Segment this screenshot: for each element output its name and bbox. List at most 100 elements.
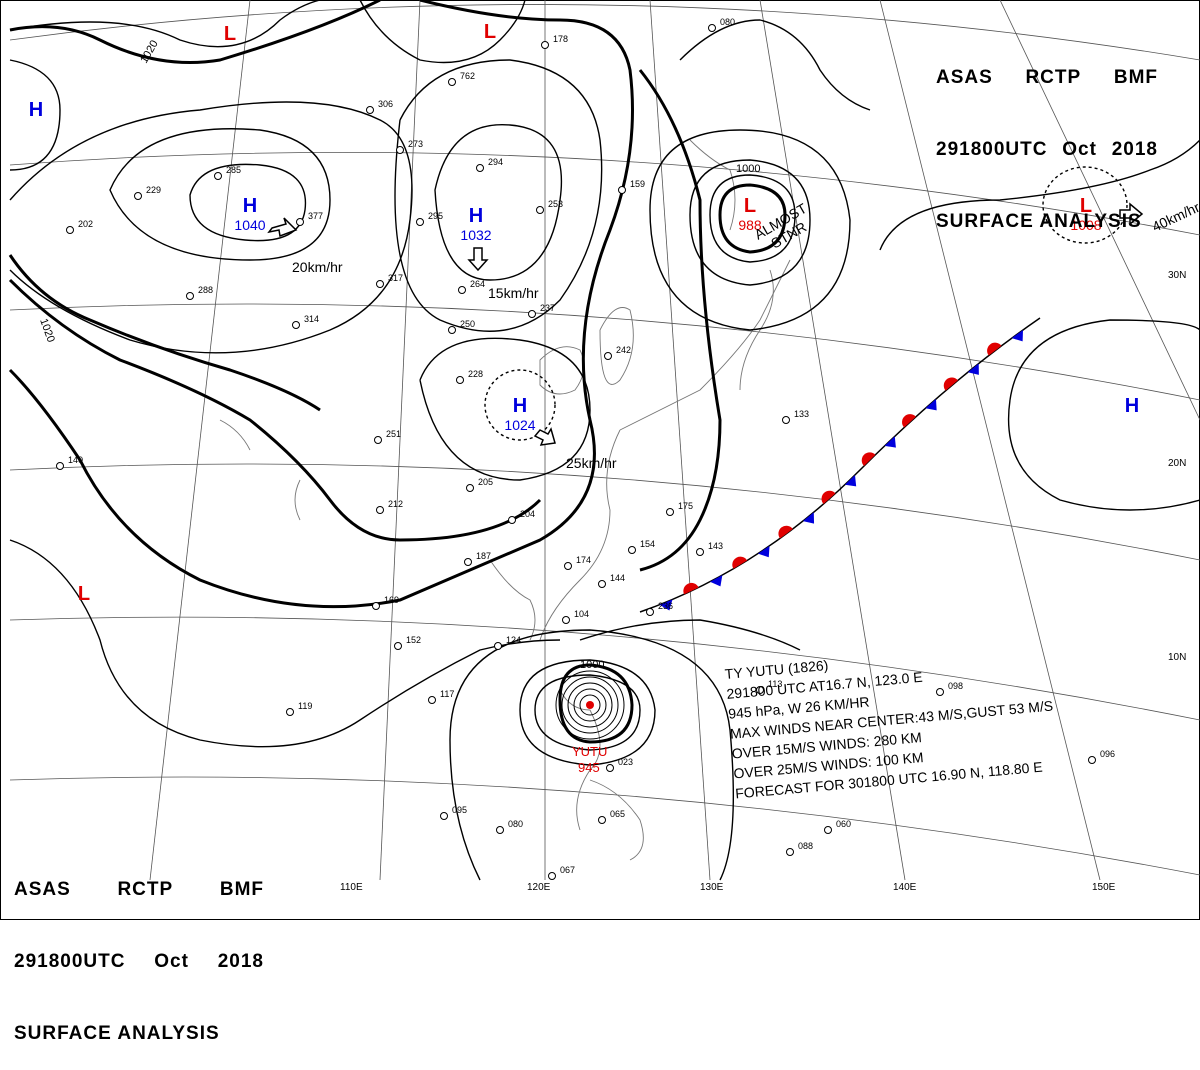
cold-front-icon	[1011, 329, 1023, 342]
cold-front-icon	[757, 545, 770, 558]
header-line-1: ASAS RCTP BMF	[936, 67, 1158, 88]
station-pressure: 104	[574, 609, 589, 619]
stationary-front	[639, 317, 1041, 613]
motion-arrow-icon	[467, 247, 489, 272]
station-icon	[440, 812, 448, 820]
station-pressure: 295	[428, 211, 443, 221]
station-pressure: 205	[478, 477, 493, 487]
pressure-value: 1032	[460, 227, 491, 243]
pressure-value: 1040	[234, 217, 265, 233]
station-icon	[666, 508, 674, 516]
station-pressure: 144	[610, 573, 625, 583]
station-pressure: 236	[658, 601, 673, 611]
warm-front-icon	[987, 342, 1002, 356]
station-pressure: 117	[440, 689, 454, 699]
station-icon	[528, 310, 536, 318]
station-icon	[416, 218, 424, 226]
cold-front-icon	[925, 398, 937, 411]
warm-front-icon	[821, 490, 836, 505]
motion-label: 25km/hr	[566, 455, 617, 471]
isobars-thin	[9, 0, 1200, 881]
pressure-value: 988	[738, 217, 762, 233]
warm-front-icon	[902, 414, 916, 428]
station-icon	[292, 321, 300, 329]
station-pressure: 096	[1100, 749, 1115, 759]
station-pressure: 143	[708, 541, 723, 551]
warm-front-icon	[861, 452, 876, 466]
station-icon	[456, 376, 464, 384]
motion-label: 20km/hr	[292, 259, 343, 275]
header-line-2: 291800UTC Oct 2018	[936, 139, 1158, 160]
dashed-centers	[484, 166, 1128, 441]
low-symbol: L	[744, 195, 756, 217]
station-icon	[466, 484, 474, 492]
station-icon	[541, 41, 549, 49]
station-icon	[756, 686, 764, 694]
station-icon	[508, 516, 516, 524]
station-plots: 178 080 306 762 273 294 253 285 377 229 202 295 159 3…	[56, 17, 1115, 880]
station-pressure: 124	[506, 635, 521, 645]
station-pressure: 065	[610, 809, 625, 819]
station-icon	[536, 206, 544, 214]
station-icon	[598, 816, 606, 824]
station-pressure: 175	[678, 501, 693, 511]
station-pressure: 229	[146, 185, 161, 195]
station-pressure: 067	[560, 865, 575, 875]
station-pressure: 119	[298, 701, 312, 711]
station-icon	[366, 106, 374, 114]
isobar-label: 1000	[580, 659, 604, 671]
station-icon	[458, 286, 466, 294]
station-pressure: 228	[468, 369, 483, 379]
station-icon	[286, 708, 294, 716]
station-pressure: 152	[406, 635, 421, 645]
motion-arrow-icon	[267, 217, 298, 238]
station-pressure: 250	[460, 319, 475, 329]
header-line-3: SURFACE ANALYSIS	[14, 1023, 220, 1044]
motion-arrow-icon	[1119, 202, 1144, 226]
station-pressure: 178	[553, 34, 568, 44]
station-icon	[66, 226, 74, 234]
station-icon	[214, 172, 222, 180]
low-symbol: L	[484, 21, 496, 43]
high-symbol: H	[29, 99, 43, 121]
longitude-label: 140E	[893, 882, 917, 893]
station-pressure: 187	[476, 551, 491, 561]
longitude-label: 130E	[700, 882, 724, 893]
station-pressure: 306	[378, 99, 393, 109]
station-pressure: 140	[68, 455, 83, 465]
station-icon	[598, 580, 606, 588]
isobars-thick	[8, 0, 787, 744]
station-pressure: 251	[386, 429, 401, 439]
latitude-lines	[9, 4, 1200, 876]
motion-arrow-icon	[533, 427, 556, 446]
pressure-value: 1008	[1070, 217, 1101, 233]
station-icon	[606, 764, 614, 772]
station-pressure: 264	[470, 279, 485, 289]
longitude-label: 110E	[340, 882, 363, 893]
latitude-label: 10N	[1168, 652, 1186, 663]
station-pressure: 133	[794, 409, 809, 419]
station-icon	[376, 280, 384, 288]
station-pressure: 285	[226, 165, 241, 175]
station-pressure: 294	[488, 157, 503, 167]
cold-front-icon	[844, 475, 857, 487]
high-symbol: H	[469, 205, 483, 227]
station-pressure: 314	[304, 314, 319, 324]
front-symbols	[659, 329, 1023, 611]
typhoon-info: TY YUTU (1826) 291800 UTC AT16.7 N, 123.…	[724, 636, 1059, 804]
station-pressure: 080	[720, 17, 735, 27]
station-icon	[394, 642, 402, 650]
station-pressure: 253	[548, 199, 563, 209]
header-line-2: 291800UTC Oct 2018	[14, 951, 264, 972]
station-pressure: 113	[768, 679, 782, 689]
header-line-3: SURFACE ANALYSIS	[936, 211, 1142, 232]
cold-front-icon	[967, 363, 979, 375]
station-pressure: 088	[798, 841, 813, 851]
low-symbol: L	[78, 583, 90, 605]
station-icon	[396, 146, 404, 154]
warm-front-icon	[683, 582, 699, 595]
station-icon	[476, 164, 484, 172]
station-pressure: 377	[308, 211, 323, 221]
station-icon	[186, 292, 194, 300]
typhoon-name: YUTU	[572, 744, 607, 759]
